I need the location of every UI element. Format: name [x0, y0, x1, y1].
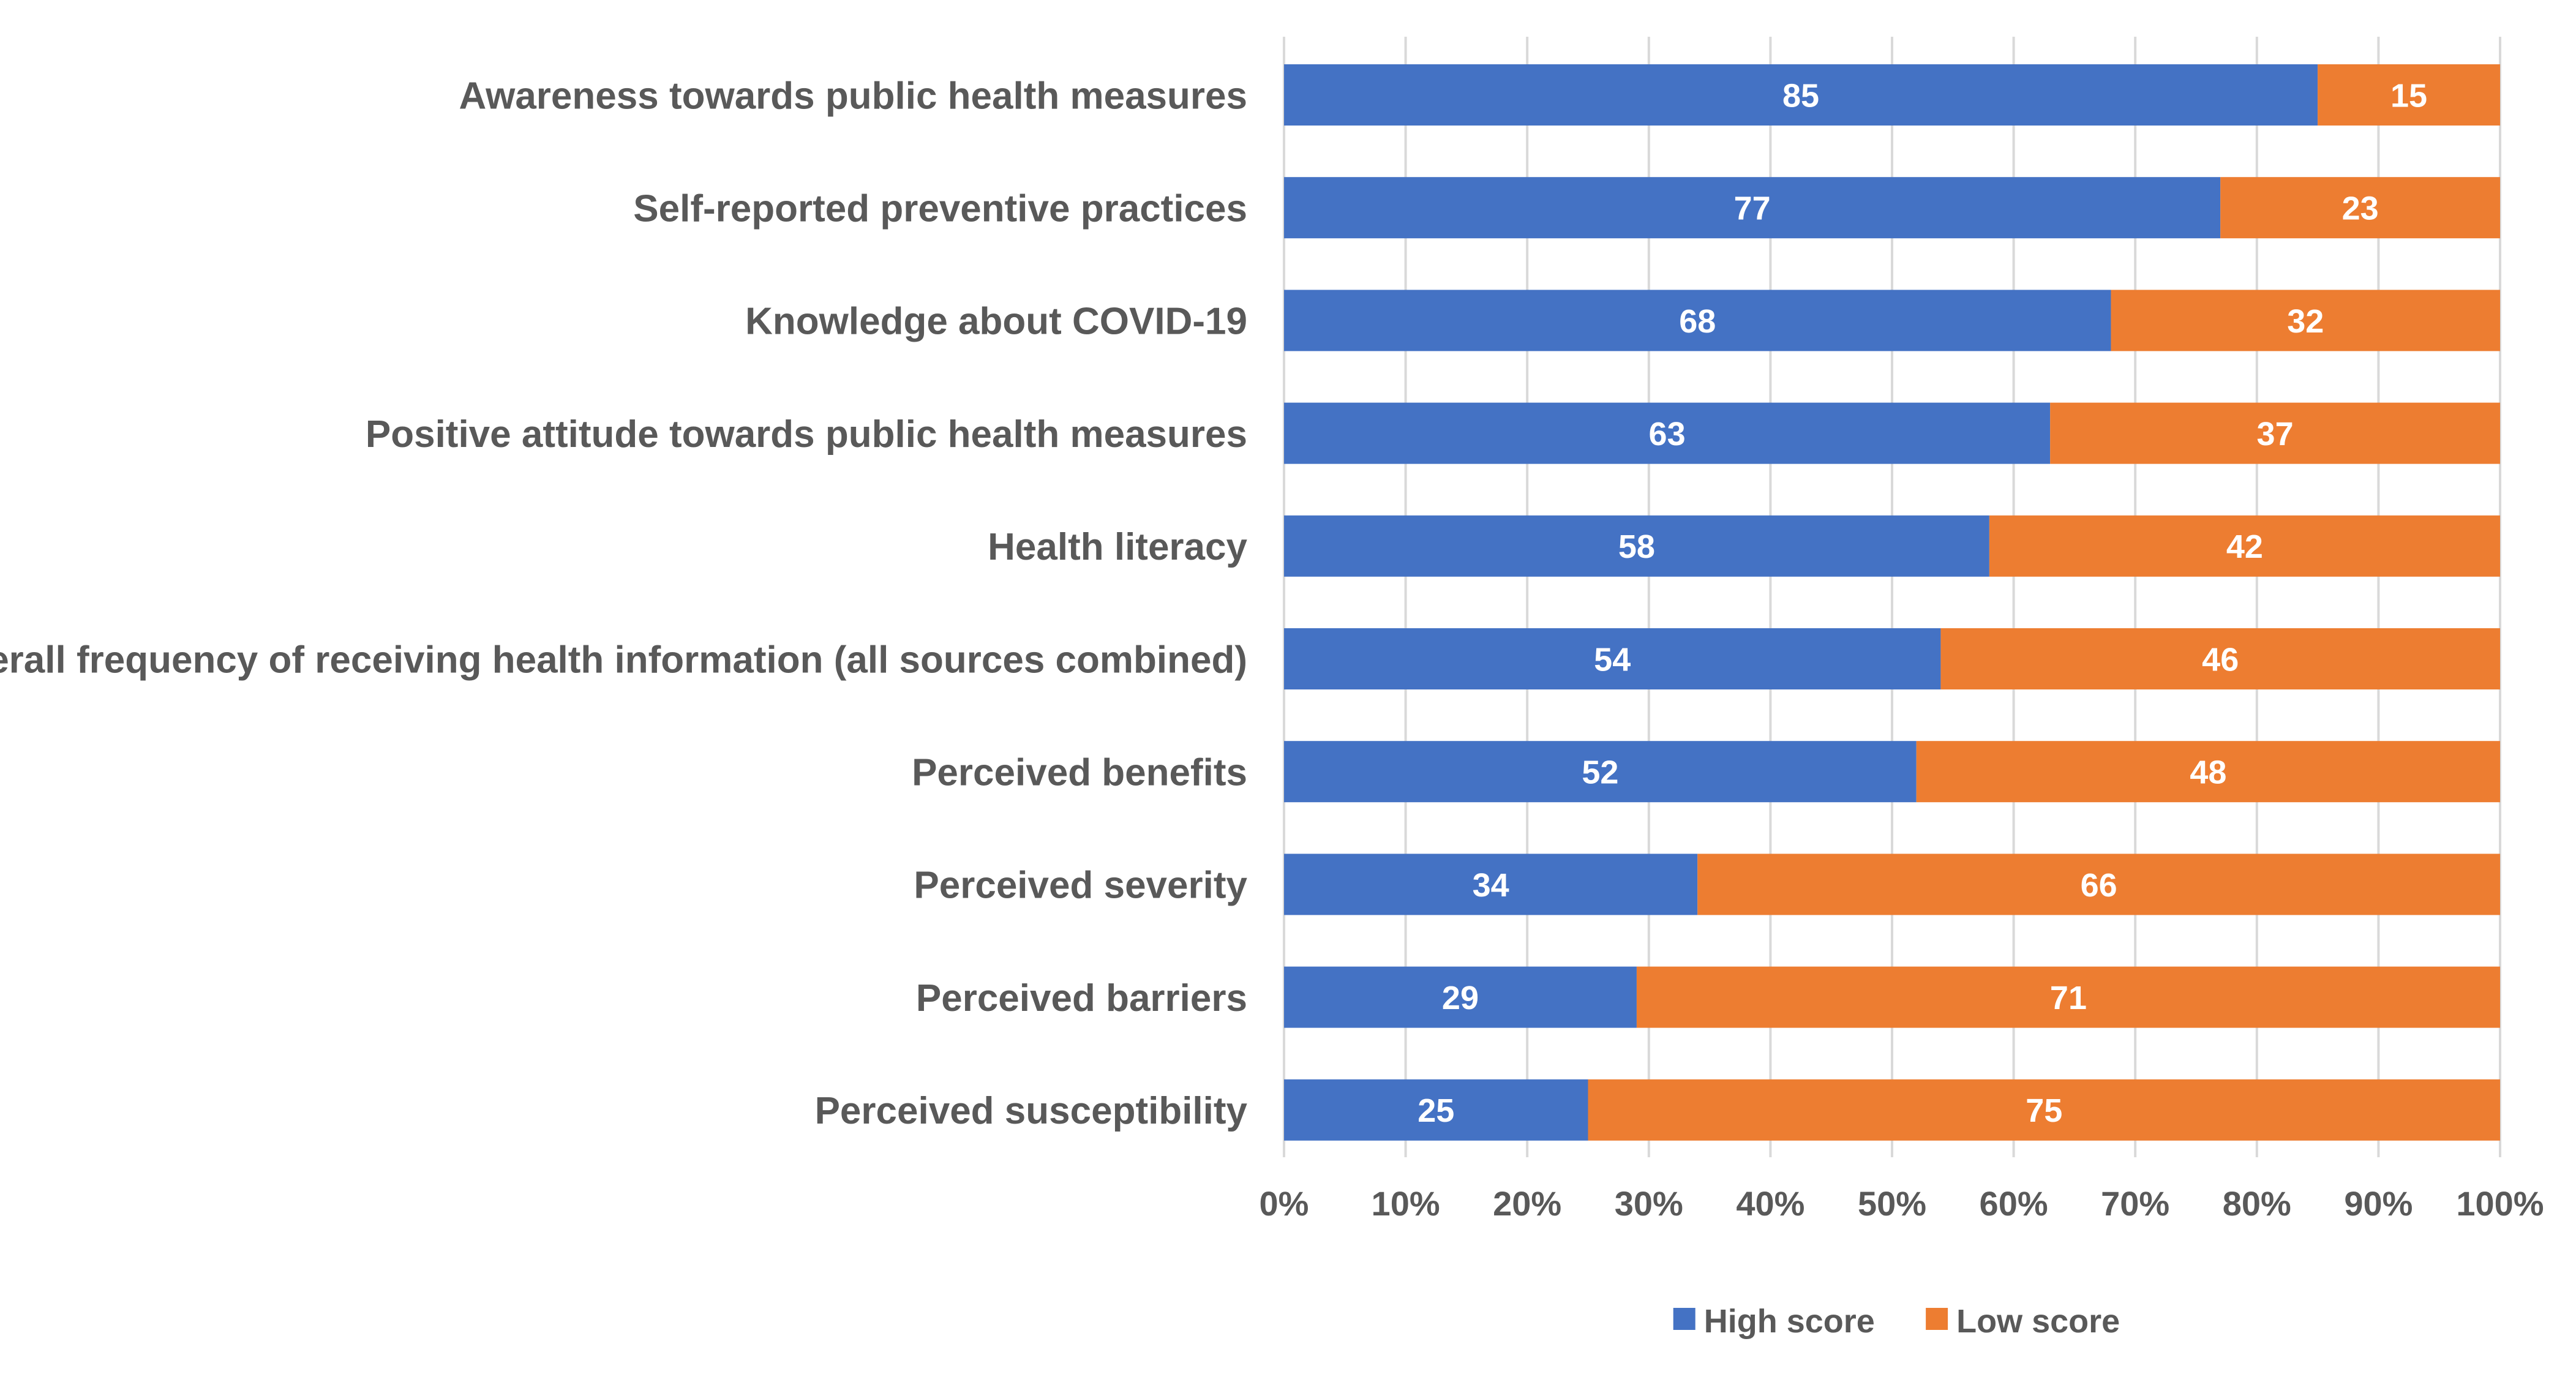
- category-label: Self-reported preventive practices: [633, 188, 1247, 230]
- bar-high-score: [1284, 1079, 1588, 1141]
- data-label: 66: [2081, 867, 2117, 904]
- bars: [1284, 64, 2500, 1141]
- bar-high-score: [1284, 854, 1698, 915]
- legend-label-low-score: Low score: [1956, 1303, 2120, 1340]
- data-label: 34: [1473, 867, 1509, 904]
- data-label: 15: [2390, 77, 2427, 114]
- bar-high-score: [1284, 966, 1637, 1028]
- category-label: Overall frequency of receiving health in…: [0, 639, 1247, 681]
- x-tick-label: 70%: [2101, 1184, 2169, 1223]
- category-label: Health literacy: [988, 526, 1247, 568]
- bar-low-score: [1940, 628, 2500, 689]
- data-label: 75: [2026, 1092, 2062, 1129]
- data-label: 32: [2287, 303, 2324, 340]
- bar-high-score: [1284, 64, 2318, 126]
- bar-high-score: [1284, 402, 2051, 464]
- data-labels: 85 15 77 23 68 32 63 37 58 42 54 46 52 48 34 66 29 71 25 75: [1418, 77, 2427, 1129]
- bar-high-score: [1284, 515, 1989, 577]
- x-tick-label: 50%: [1858, 1184, 1926, 1223]
- x-axis-ticks: 0% 10% 20% 30% 40% 50% 60% 70% 80% 90% 100%: [1260, 1184, 2544, 1223]
- data-label: 23: [2342, 190, 2379, 227]
- category-label: Perceived severity: [914, 865, 1247, 907]
- data-label: 58: [1618, 528, 1655, 565]
- category-label: Perceived barriers: [916, 977, 1247, 1019]
- bar-low-score: [2318, 64, 2500, 126]
- data-label: 37: [2257, 416, 2294, 452]
- bar-high-score: [1284, 741, 1917, 803]
- data-label: 29: [1442, 980, 1479, 1016]
- data-label: 68: [1679, 303, 1716, 340]
- x-tick-label: 60%: [1980, 1184, 2048, 1223]
- bar-low-score: [2050, 402, 2500, 464]
- category-label: Positive attitude towards public health …: [366, 413, 1247, 456]
- data-label: 63: [1649, 416, 1686, 452]
- data-label: 25: [1418, 1092, 1454, 1129]
- data-label: 46: [2202, 641, 2239, 678]
- bar-low-score: [1588, 1079, 2500, 1141]
- bar-low-score: [1697, 854, 2500, 915]
- bar-high-score: [1284, 628, 1941, 689]
- data-label: 42: [2226, 528, 2263, 565]
- category-label: Knowledge about COVID-19: [745, 301, 1247, 343]
- legend-label-high-score: High score: [1704, 1303, 1875, 1340]
- legend-swatch-low-score: [1926, 1308, 1948, 1330]
- data-label: 48: [2190, 754, 2226, 791]
- category-label: Awareness towards public health measures: [459, 75, 1247, 117]
- bar-high-score: [1284, 177, 2221, 239]
- data-label: 77: [1734, 190, 1771, 227]
- bar-low-score: [1989, 515, 2500, 577]
- legend: High score Low score: [1673, 1303, 2120, 1340]
- bar-high-score: [1284, 290, 2111, 351]
- data-label: 71: [2050, 980, 2087, 1016]
- x-tick-label: 30%: [1615, 1184, 1683, 1223]
- x-tick-label: 90%: [2344, 1184, 2413, 1223]
- bar-low-score: [2111, 290, 2500, 351]
- bar-low-score: [1636, 966, 2500, 1028]
- x-tick-label: 40%: [1736, 1184, 1804, 1223]
- category-labels: Awareness towards public health measures…: [0, 75, 1248, 1132]
- x-tick-label: 20%: [1493, 1184, 1561, 1223]
- bar-low-score: [2220, 177, 2500, 239]
- data-label: 52: [1582, 754, 1618, 791]
- data-label: 85: [1782, 77, 1819, 114]
- bar-low-score: [1916, 741, 2500, 803]
- x-tick-label: 10%: [1372, 1184, 1440, 1223]
- legend-swatch-high-score: [1673, 1308, 1695, 1330]
- x-tick-label: 100%: [2456, 1184, 2544, 1223]
- data-label: 54: [1594, 641, 1631, 678]
- x-tick-label: 0%: [1260, 1184, 1309, 1223]
- category-label: Perceived benefits: [912, 752, 1247, 794]
- category-label: Perceived susceptibility: [815, 1090, 1248, 1132]
- x-tick-label: 80%: [2223, 1184, 2291, 1223]
